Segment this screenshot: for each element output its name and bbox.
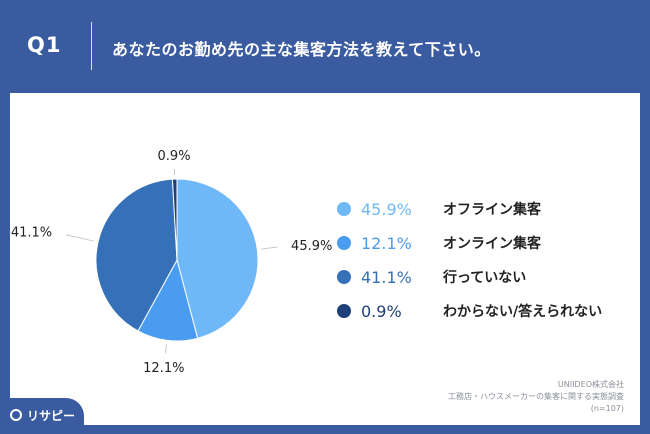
data-label: 0.9% (158, 149, 191, 164)
footer-sample: (n=107) (590, 404, 624, 413)
legend-value: 45.9% (361, 199, 412, 219)
legend-value: 12.1% (361, 233, 412, 253)
pie-chart: 45.9% 12.1% 41.1% 0.9% (11, 149, 333, 376)
footer: UNIIDEO株式会社 工務店・ハウスメーカーの集客に関する実態調査 (n=10… (448, 379, 624, 415)
legend-marker (337, 202, 351, 216)
footer-company: UNIIDEO株式会社 (557, 380, 624, 389)
legend-item: 12.1% オンライン集客 (337, 226, 637, 260)
legend-marker (337, 304, 351, 318)
data-label: 41.1% (11, 226, 52, 241)
pie-slice (176, 178, 259, 339)
chart-card: 45.9% 12.1% 41.1% 0.9% 45.9% オフライン集客 12.1% オンラ… (10, 93, 640, 425)
legend-value: 0.9% (361, 301, 402, 321)
legend-value: 41.1% (361, 267, 412, 287)
legend-item: 0.9% わからない/答えられない (337, 294, 637, 328)
leader-line (261, 246, 278, 250)
risapi-logo: リサピー (0, 398, 84, 434)
legend-item: 41.1% 行っていない (337, 260, 637, 294)
footer-survey: 工務店・ハウスメーカーの集客に関する実態調査 (448, 392, 624, 401)
legend-label: オンライン集客 (443, 236, 541, 252)
data-label: 45.9% (291, 239, 332, 254)
leader-line (165, 344, 168, 354)
data-label: 12.1% (143, 361, 184, 376)
legend-marker (337, 270, 351, 284)
header: Q1 あなたのお勤め先の主な集客方法を教えて下さい。 (0, 0, 650, 88)
pie-slice (171, 178, 178, 261)
legend-label: わからない/答えられない (443, 304, 603, 320)
legend-item: 45.9% オフライン集客 (337, 192, 637, 226)
question-text: あなたのお勤め先の主な集客方法を教えて下さい。 (112, 40, 491, 59)
legend: 45.9% オフライン集客 12.1% オンライン集客 41.1% 行っていない 0.9% わ… (337, 192, 637, 328)
legend-label: 行っていない (443, 270, 527, 286)
header-divider (91, 22, 92, 70)
legend-marker (337, 236, 351, 250)
logo-text: リサピー (27, 409, 76, 423)
location-pin-icon (10, 409, 22, 421)
legend-label: オフライン集客 (443, 202, 541, 218)
question-number: Q1 (27, 33, 62, 57)
pie-slice (95, 178, 178, 332)
pie-slice (137, 258, 199, 342)
leader-line (65, 234, 95, 242)
